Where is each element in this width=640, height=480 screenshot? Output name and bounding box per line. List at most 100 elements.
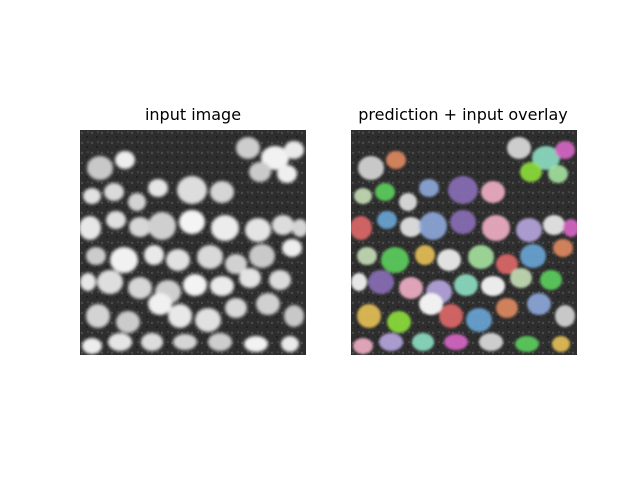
nucleus xyxy=(507,137,531,159)
nucleus xyxy=(351,273,367,291)
nucleus xyxy=(236,137,260,159)
nucleus xyxy=(284,141,304,159)
nucleus xyxy=(210,181,234,203)
nucleus xyxy=(141,333,163,351)
segmented-nucleus xyxy=(532,146,560,170)
segmented-nucleus xyxy=(468,245,494,269)
overlay-image-title: prediction + input overlay xyxy=(358,105,568,124)
nucleus xyxy=(166,249,190,271)
nucleus xyxy=(479,333,503,351)
overlay-image-canvas xyxy=(351,130,577,355)
nucleus xyxy=(399,193,417,211)
segmented-nucleus xyxy=(412,333,434,351)
nucleus xyxy=(86,304,110,328)
nucleus xyxy=(129,217,151,237)
segmented-nucleus xyxy=(399,277,423,299)
nucleus xyxy=(86,247,106,265)
overlay-image xyxy=(351,130,577,355)
nucleus xyxy=(555,305,575,327)
nucleus xyxy=(284,305,304,327)
segmented-nucleus xyxy=(496,298,518,318)
nucleus xyxy=(358,156,384,180)
segmented-nucleus xyxy=(419,212,447,240)
segmented-nucleus xyxy=(415,245,435,265)
segmented-nucleus xyxy=(381,247,409,273)
nucleus xyxy=(177,176,207,204)
segmented-nucleus xyxy=(448,176,478,204)
nucleus xyxy=(277,165,297,183)
nucleus xyxy=(116,311,140,333)
segmented-nucleus xyxy=(520,162,542,182)
nucleus xyxy=(400,217,422,237)
segmented-nucleus xyxy=(386,151,406,169)
nucleus xyxy=(256,293,280,315)
nucleus xyxy=(261,146,289,170)
nucleus xyxy=(168,304,192,328)
segmented-nucleus xyxy=(481,181,505,203)
segmented-nucleus xyxy=(527,293,551,315)
segmented-nucleus xyxy=(516,218,542,242)
segmented-nucleus xyxy=(563,219,577,237)
segmented-nucleus xyxy=(419,179,439,197)
nucleus xyxy=(481,276,505,296)
segmented-nucleus xyxy=(351,216,372,240)
nucleus xyxy=(148,212,176,240)
nucleus xyxy=(249,162,271,182)
nucleus xyxy=(225,298,247,318)
segmented-nucleus xyxy=(387,311,411,333)
nucleus xyxy=(82,338,102,354)
nucleus xyxy=(245,218,271,242)
nuclei-layer xyxy=(80,137,306,354)
segmented-nucleus xyxy=(377,211,397,229)
segmented-nucleus xyxy=(375,183,395,201)
nucleus xyxy=(144,245,164,265)
nucleus xyxy=(179,210,205,234)
nucleus xyxy=(83,188,101,204)
nucleus xyxy=(183,274,207,296)
nucleus xyxy=(80,273,96,291)
segmented-nucleus xyxy=(439,304,463,328)
nucleus xyxy=(106,211,126,229)
nucleus xyxy=(148,179,168,197)
segmented-nucleus xyxy=(548,165,568,183)
segmented-nucleus xyxy=(540,270,562,290)
nucleus xyxy=(282,239,302,257)
segmented-nucleus xyxy=(454,274,478,296)
nucleus xyxy=(197,245,223,269)
segmented-nucleus xyxy=(553,239,573,257)
nucleus xyxy=(211,215,239,241)
nucleus xyxy=(148,293,172,315)
input-image xyxy=(80,130,306,355)
nucleus xyxy=(104,183,124,201)
nucleus xyxy=(272,215,294,235)
nucleus xyxy=(97,270,123,294)
nucleus xyxy=(195,308,221,332)
nucleus xyxy=(210,276,234,296)
nucleus xyxy=(419,293,443,315)
nucleus xyxy=(543,215,565,235)
nucleus xyxy=(108,333,132,351)
nucleus xyxy=(128,193,146,211)
segmented-nucleus xyxy=(552,336,570,352)
nucleus xyxy=(437,249,461,271)
nucleus xyxy=(244,336,268,352)
nucleus xyxy=(208,333,232,351)
segmented-nucleus xyxy=(482,215,510,241)
segmented-nucleus xyxy=(444,334,468,350)
input-image-canvas xyxy=(80,130,306,355)
nucleus xyxy=(115,151,135,169)
segmented-nucleus xyxy=(354,188,372,204)
nucleus xyxy=(128,277,152,299)
nucleus xyxy=(292,219,306,237)
nucleus xyxy=(281,336,299,352)
segmented-nucleus xyxy=(357,304,381,328)
segmented-nucleus xyxy=(379,333,403,351)
nucleus xyxy=(269,270,291,290)
segmented-nucleus xyxy=(496,254,518,274)
segmented-nucleus xyxy=(450,210,476,234)
nucleus xyxy=(173,334,197,350)
nucleus xyxy=(87,156,113,180)
segmented-nucleus xyxy=(353,338,373,354)
segmented-nucleus xyxy=(520,244,546,268)
segmentation-layer xyxy=(351,137,577,354)
